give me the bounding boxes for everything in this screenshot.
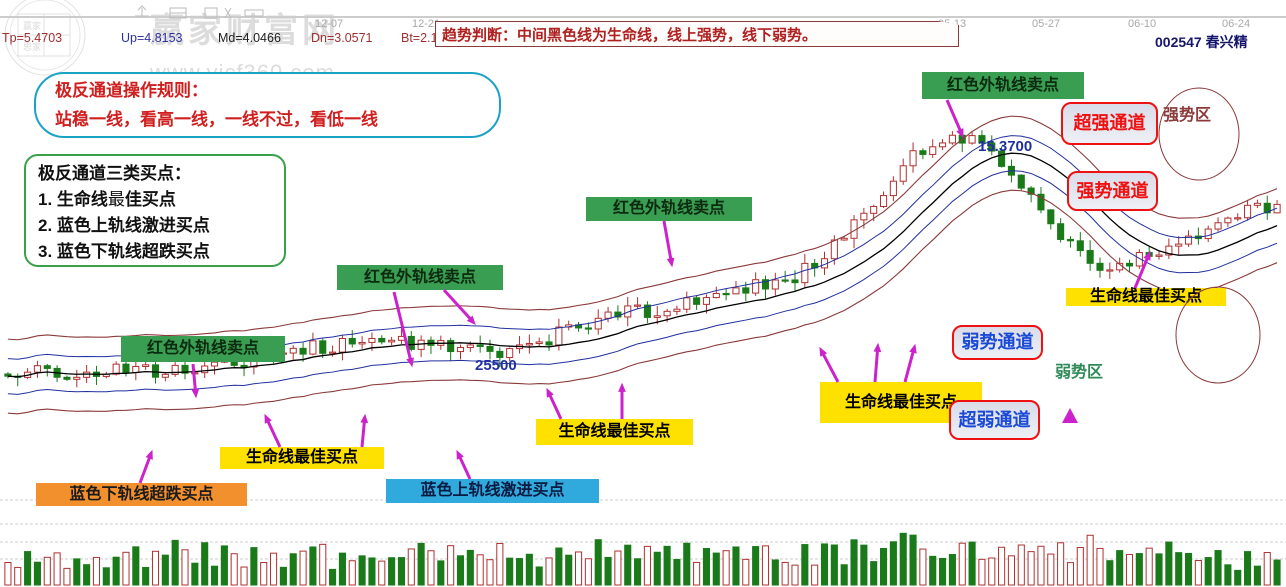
svg-text:25500: 25500 xyxy=(475,357,517,374)
svg-text:弱势区: 弱势区 xyxy=(1055,362,1103,381)
svg-text:15.3700: 15.3700 xyxy=(978,138,1032,155)
svg-text:强势区: 强势区 xyxy=(1163,105,1211,124)
